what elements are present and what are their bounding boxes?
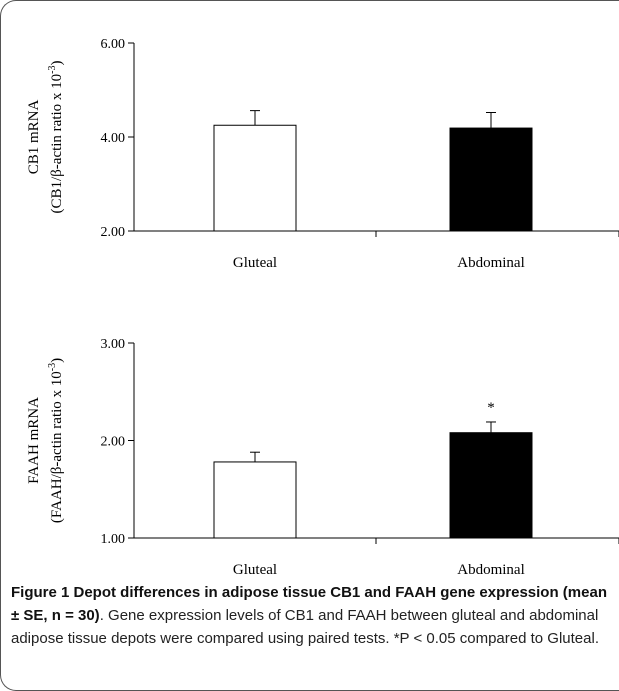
- y-axis-label-units: (CB1/β-actin ratio x 10-3): [47, 60, 65, 213]
- significance-mark: *: [487, 400, 495, 416]
- y-tick-label: 2.00: [101, 435, 126, 450]
- bar-gluteal: [213, 124, 297, 232]
- figure-caption: Figure 1 Depot differences in adipose ti…: [11, 581, 616, 650]
- bar-abdominal: [449, 432, 533, 539]
- y-tick-label: 6.00: [101, 37, 126, 52]
- x-tick-label: Abdominal: [457, 255, 525, 271]
- y-tick-label: 2.00: [101, 225, 126, 240]
- x-tick-label: Gluteal: [233, 255, 277, 271]
- y-tick-label: 1.00: [101, 532, 126, 547]
- y-axis-label: CB1 mRNA: [26, 100, 42, 175]
- chart-1: 6.00 4.00 2.00 Gluteal Abdominal CB1 mRNA (CB1…: [26, 37, 619, 271]
- caption-title: Figure 1 Depot differences in adipose ti…: [11, 584, 607, 624]
- y-tick-label: 3.00: [101, 337, 126, 352]
- bar-abdominal: [449, 127, 533, 232]
- caption-text: . Gene expression levels of CB1 and FAAH…: [11, 607, 599, 647]
- x-tick-label: Gluteal: [233, 562, 277, 576]
- bar-charts: 6.00 4.00 2.00 Gluteal Abdominal CB1 mRNA (CB1…: [26, 37, 619, 576]
- y-axis-label-units-text: (CB1/β-actin ratio x 10: [49, 74, 65, 214]
- y-axis-label-close: ): [49, 358, 65, 363]
- y-axis-label-exponent: -3: [47, 65, 58, 73]
- y-axis-label-exponent: -3: [47, 363, 58, 371]
- chart-2: 3.00 2.00 1.00 Gluteal * Abdominal FAAH mRNA (F…: [26, 337, 619, 576]
- bar-gluteal: [213, 461, 297, 539]
- y-tick-label: 4.00: [101, 131, 126, 146]
- x-tick-label: Abdominal: [457, 562, 525, 576]
- y-axis-label-close: ): [49, 60, 65, 65]
- y-axis-label-units-text: (FAAH/β-actin ratio x 10: [49, 371, 65, 523]
- y-axis-label: FAAH mRNA: [26, 397, 42, 484]
- y-axis-label-units: (FAAH/β-actin ratio x 10-3): [47, 358, 65, 523]
